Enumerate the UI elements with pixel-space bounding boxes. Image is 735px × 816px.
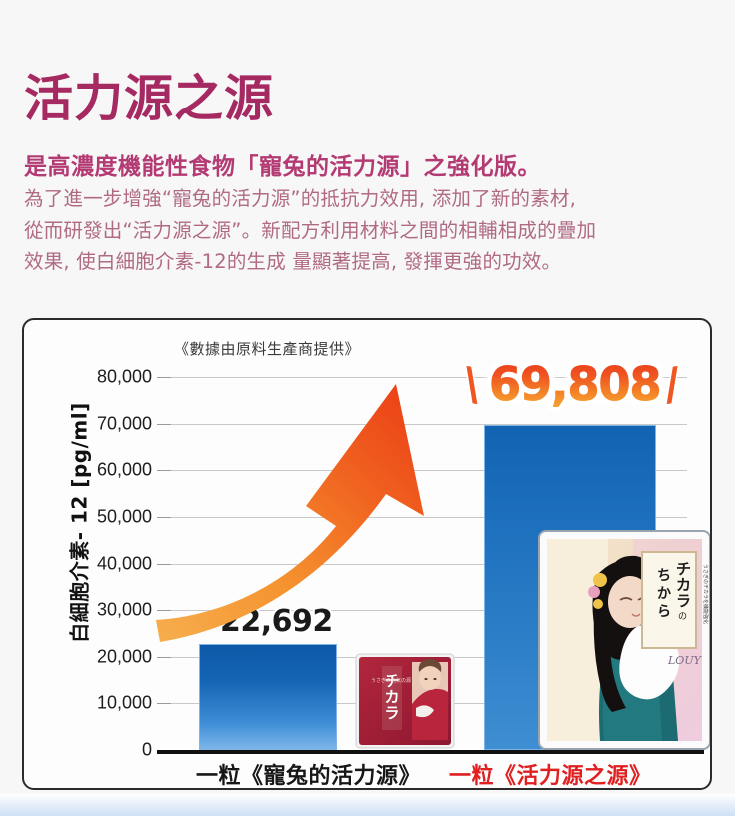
value-label-large-outline: 69,808 <box>485 352 666 415</box>
y-tick-label: 70,000 <box>96 413 152 434</box>
chart-source-note: 《數據由原料生產商提供》 <box>174 340 361 358</box>
product-package-small: チ カ ラ うさぎの元気の源 <box>354 652 456 750</box>
value-label-small: 22,692 <box>218 602 335 641</box>
svg-text:ち: ち <box>657 568 671 584</box>
x-axis-label-2: 一粒《活力源之源》 <box>449 764 652 789</box>
svg-text:ラ: ラ <box>384 704 399 722</box>
y-tick-mark <box>157 656 171 658</box>
y-tick-mark <box>157 377 171 378</box>
y-tick-label: 10,000 <box>96 692 152 713</box>
slash-right-decoration: / <box>659 356 685 412</box>
svg-text:か: か <box>657 586 671 602</box>
y-tick-mark <box>157 610 171 612</box>
bar-rabbit-vitality <box>199 644 337 750</box>
bottom-decoration-strip <box>0 794 735 816</box>
page-subtitle: 是高濃度機能性食物「寵兔的活力源」之強化版。 <box>24 154 541 181</box>
svg-text:カ: カ <box>676 576 691 594</box>
y-tick-label: 80,000 <box>96 366 152 387</box>
gridline <box>157 377 687 378</box>
body-line-1: 為了進一步增強“寵兔的活力源”的抵抗力效用, 添加了新的素材, <box>24 187 577 210</box>
slash-left-decoration: \ <box>459 356 485 412</box>
y-tick-label: 60,000 <box>96 459 152 480</box>
svg-text:LOUY: LOUY <box>667 654 703 667</box>
y-tick-label: 50,000 <box>96 506 152 527</box>
svg-text:うさぎのチカラを機能強化: うさぎのチカラを機能強化 <box>702 564 709 624</box>
product-package-large: チ カ ラ の ち か ら うさぎのチカラを機能強化 LOUY <box>538 530 710 750</box>
y-axis-ticks: 0 10,000 20,000 30,000 40,000 50,000 60,000 70,… <box>34 320 152 788</box>
y-tick-mark <box>157 423 171 425</box>
y-tick-label: 0 <box>141 739 152 760</box>
svg-text:の: の <box>678 612 687 622</box>
y-tick-mark <box>157 703 171 705</box>
page-title: 活力源之源 <box>24 69 275 127</box>
y-tick-label: 40,000 <box>96 553 152 573</box>
body-line-2: 從而研發出“活力源之源”。新配方利用材料之間的相輔相成的疊加 <box>24 218 597 242</box>
svg-text:チ: チ <box>676 560 691 578</box>
body-paragraph: 為了進一步增強“寵兔的活力源”的抵抗力效用, 添加了新的素材, 從而研發出“活力… <box>24 183 724 278</box>
x-axis-label-1: 一粒《寵兔的活力源》 <box>196 764 422 789</box>
x-axis-line <box>157 750 704 754</box>
svg-text:カ: カ <box>384 688 399 706</box>
y-tick-mark <box>157 563 171 565</box>
bar-chart: 《數據由原料生產商提供》 白細胞介素- 12 [pg/ml] 0 10,000 20… <box>22 318 712 790</box>
y-tick-label: 20,000 <box>96 646 152 667</box>
body-line-3: 效果, 使白細胞介素-12的生成 量顯著提高, 發揮更強的功效。 <box>24 250 562 274</box>
y-tick-mark <box>157 516 171 518</box>
y-tick-mark <box>157 470 171 472</box>
value-label-large: 69,808 <box>489 356 663 411</box>
svg-text:ら: ら <box>657 604 671 620</box>
svg-text:うさぎの元気の源: うさぎの元気の源 <box>371 677 411 684</box>
svg-text:ラ: ラ <box>676 592 691 610</box>
svg-text:チ: チ <box>384 672 399 690</box>
y-tick-label: 30,000 <box>96 599 152 620</box>
